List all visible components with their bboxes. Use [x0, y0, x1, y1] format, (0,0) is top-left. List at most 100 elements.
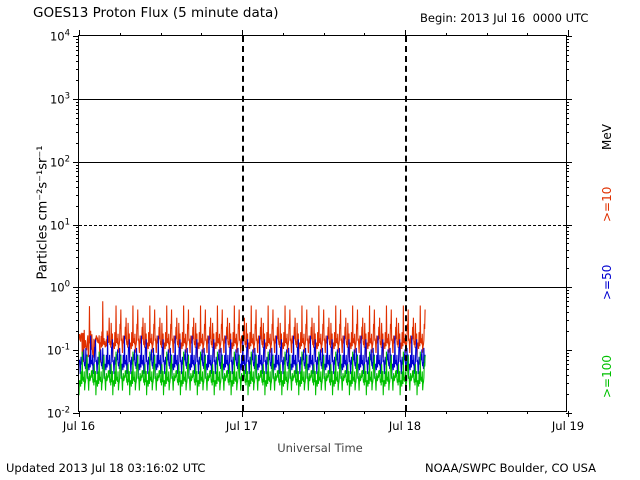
x-axis-minor-tick [364, 33, 366, 36]
x-axis-minor-tick [160, 411, 162, 414]
x-axis-minor-tick [323, 411, 325, 414]
y-axis-tick [566, 350, 572, 352]
y-axis-minor-tick [76, 243, 79, 245]
gridline [79, 224, 566, 226]
y-axis-minor-tick [76, 61, 79, 62]
x-axis-tick-label: Jul 19 [551, 419, 585, 433]
y-axis-minor-tick [566, 268, 569, 270]
y-axis-tick [73, 36, 79, 37]
y-axis-tick-label: 101 [50, 217, 70, 232]
y-axis-minor-tick [566, 359, 569, 361]
y-axis-tick [73, 98, 79, 100]
y-axis-minor-tick [566, 49, 569, 51]
y-axis-minor-tick [76, 142, 79, 144]
y-axis-minor-tick [566, 257, 569, 259]
y-axis-label: Particles cm⁻²s⁻¹sr⁻¹ [35, 145, 51, 280]
y-tick-mantissa: 10 [46, 343, 62, 358]
y-axis-tick [566, 224, 572, 226]
y-axis-minor-tick [76, 194, 79, 196]
y-axis-tick-label: 100 [50, 280, 70, 295]
y-tick-mantissa: 10 [49, 280, 65, 295]
x-axis-tick [242, 30, 243, 36]
y-axis-tick [566, 161, 572, 163]
y-axis-minor-tick [566, 45, 569, 47]
y-axis-minor-tick [566, 227, 569, 229]
y-axis-minor-tick [566, 394, 569, 396]
y-axis-tick-label: 10-1 [47, 343, 70, 358]
y-tick-exponent: -2 [61, 405, 70, 416]
legend-unit-label: MeV [600, 124, 614, 150]
y-axis-minor-tick [566, 375, 569, 377]
y-axis-minor-tick [76, 108, 79, 110]
gridline [79, 98, 566, 100]
y-axis-minor-tick [566, 234, 569, 236]
y-axis-minor-tick [76, 301, 79, 303]
y-axis-tick [566, 98, 572, 100]
x-axis-minor-tick [119, 33, 121, 36]
y-tick-exponent: 3 [64, 91, 70, 102]
y-axis-minor-tick [566, 61, 569, 62]
y-axis-minor-tick [566, 180, 569, 182]
y-axis-minor-tick [76, 364, 79, 366]
y-axis-minor-tick [566, 68, 569, 70]
y-axis-minor-tick [566, 112, 569, 114]
y-axis-minor-tick [566, 175, 569, 177]
plot-area: 104 103 102 101 100 10-1 10-2 Jul 16 Jul 17 Jul 1… [47, 29, 584, 433]
legend-item-ge100: >=100 [600, 354, 614, 398]
begin-time-label: Begin: 2013 Jul 16 0000 UTC [420, 11, 589, 25]
y-axis-minor-tick [76, 320, 79, 322]
y-axis-minor-tick [566, 42, 569, 44]
y-axis-minor-tick [566, 353, 569, 355]
gridline [79, 161, 566, 163]
y-axis-minor-tick [76, 290, 79, 292]
y-axis-minor-tick [566, 369, 569, 371]
y-axis-minor-tick [76, 375, 79, 377]
y-axis-minor-tick [76, 369, 79, 371]
y-axis-tick-label: 103 [50, 91, 70, 106]
y-axis-minor-tick [566, 108, 569, 110]
y-axis-minor-tick [76, 234, 79, 236]
y-axis-minor-tick [76, 359, 79, 361]
y-axis-minor-tick [76, 186, 79, 188]
y-axis-minor-tick [76, 101, 79, 103]
y-axis-minor-tick [566, 194, 569, 196]
y-axis-minor-tick [566, 164, 569, 166]
x-axis-tick [79, 30, 80, 36]
y-axis-tick-label: 10-2 [47, 406, 70, 421]
series-line-ge50 [79, 335, 426, 379]
y-axis-minor-tick [76, 227, 79, 229]
y-axis-minor-tick [566, 101, 569, 103]
y-axis-minor-tick [566, 312, 569, 314]
y-axis-tick [566, 413, 572, 414]
updated-timestamp: Updated 2013 Jul 18 03:16:02 UTC [6, 461, 206, 475]
y-axis-minor-tick [76, 123, 79, 125]
y-axis-minor-tick [566, 54, 569, 56]
page-title: GOES13 Proton Flux (5 minute data) [33, 5, 279, 21]
y-axis-minor-tick [566, 104, 569, 106]
y-axis-minor-tick [566, 205, 569, 207]
gridline [79, 287, 566, 289]
y-tick-mantissa: 10 [49, 155, 65, 170]
x-axis-minor-tick [364, 411, 366, 414]
y-axis-tick-label: 104 [50, 29, 70, 44]
y-axis-minor-tick [566, 38, 569, 40]
y-axis-minor-tick [566, 230, 569, 232]
y-axis-minor-tick [76, 68, 79, 70]
y-axis-minor-tick [76, 104, 79, 106]
x-axis-tick [79, 411, 80, 417]
y-axis-minor-tick [566, 290, 569, 292]
y-axis-minor-tick [566, 186, 569, 188]
y-axis-minor-tick [566, 356, 569, 358]
y-axis-minor-tick [566, 243, 569, 245]
y-axis-tick [73, 350, 79, 352]
y-axis-minor-tick [76, 164, 79, 166]
y-axis-minor-tick [566, 167, 569, 169]
y-tick-mantissa: 10 [49, 217, 65, 232]
y-axis-minor-tick [566, 364, 569, 366]
x-axis-minor-tick [445, 411, 447, 414]
y-axis-minor-tick [566, 301, 569, 303]
y-axis-minor-tick [76, 394, 79, 396]
y-axis-minor-tick [76, 249, 79, 251]
credit-label: NOAA/SWPC Boulder, CO USA [425, 461, 597, 475]
